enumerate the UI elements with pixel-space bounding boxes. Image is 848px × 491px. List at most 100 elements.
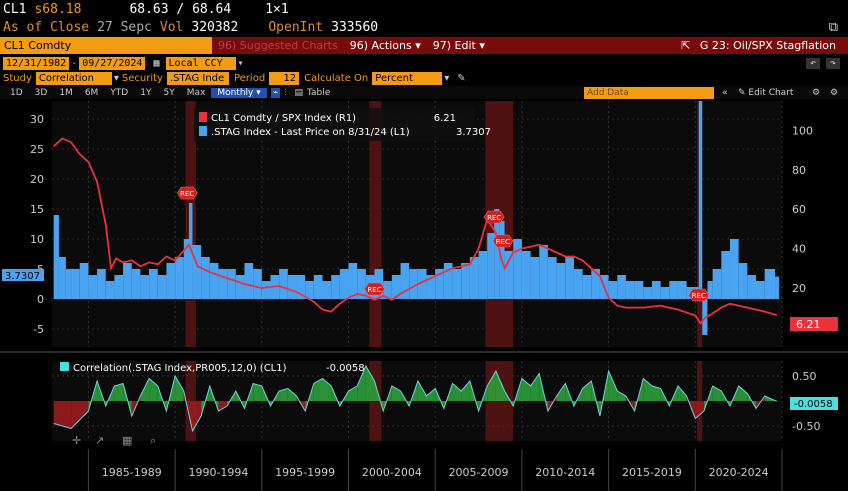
- collapse-icon[interactable]: «: [722, 87, 728, 98]
- stag-bar: [591, 269, 600, 299]
- stag-bar: [166, 263, 176, 299]
- stag-bar: [235, 275, 245, 299]
- right-tick-label: 20: [792, 282, 806, 295]
- stag-bar: [461, 263, 470, 299]
- line-chart-icon[interactable]: ⌁: [270, 87, 281, 98]
- crosshair-icon[interactable]: ✛: [72, 434, 81, 447]
- currency-select[interactable]: Local CCY: [165, 57, 236, 70]
- suggested-charts-button[interactable]: 96) Suggested Charts: [218, 39, 338, 52]
- zoom-icon[interactable]: ⌕: [150, 434, 156, 447]
- corr-area: [149, 378, 158, 401]
- ratio-last-tag: [790, 317, 838, 331]
- corr-area: [608, 371, 618, 401]
- legend-box: [194, 108, 474, 141]
- actions-menu[interactable]: 96) Actions ▾: [349, 39, 421, 52]
- gear-icon[interactable]: ⚙: [830, 87, 839, 98]
- close-date: 27 Sepc: [97, 19, 152, 35]
- security-field[interactable]: CL1 Comdty: [0, 37, 212, 54]
- security-input[interactable]: .STAG Inde: [166, 72, 229, 85]
- x-tick-label: 2020-2024: [709, 466, 769, 479]
- settings-icon[interactable]: ⚙: [812, 87, 821, 98]
- stag-bar: [253, 269, 262, 299]
- table-button[interactable]: Table: [306, 87, 331, 98]
- calc-dropdown-icon[interactable]: ▾: [444, 73, 450, 84]
- stag-bar: [565, 257, 574, 299]
- end-date-input[interactable]: 09/27/2024: [79, 57, 146, 70]
- corr-legend-swatch: [60, 362, 69, 371]
- stag-bar: [775, 276, 780, 299]
- stag-bar: [435, 269, 444, 299]
- corr-area: [721, 391, 730, 406]
- last-price: s68.18: [34, 1, 82, 17]
- corr-area: [617, 391, 626, 401]
- stag-bar: [712, 269, 722, 299]
- stag-bar: [192, 245, 202, 299]
- recession-badge-label: REC: [692, 292, 706, 300]
- edit-menu[interactable]: 97) Edit ▾: [432, 39, 485, 52]
- arrow-icon[interactable]: ↗: [95, 434, 104, 447]
- calc-select[interactable]: Percent: [372, 72, 443, 85]
- stag-bar: [608, 281, 618, 299]
- stag-bar: [348, 263, 358, 299]
- export-icon[interactable]: ⇱: [681, 39, 691, 52]
- stag-bar: [409, 269, 418, 299]
- corr-area: [71, 401, 89, 429]
- legend-ratio-label: CL1 Comdty / SPX Index (R1): [211, 113, 356, 124]
- stag-bar: [582, 275, 592, 299]
- start-date-input[interactable]: 12/31/1982: [3, 57, 70, 70]
- calendar-icon[interactable]: ▦: [153, 58, 160, 69]
- redo-icon[interactable]: ↷: [825, 58, 840, 69]
- recession-badge: REC: [688, 288, 710, 302]
- draw-icon[interactable]: ▦: [122, 434, 132, 447]
- security-label: Security: [121, 73, 163, 84]
- stag-bar: [261, 281, 271, 299]
- left-tick-label: 30: [30, 113, 44, 126]
- tab-1m[interactable]: 1M: [59, 87, 73, 98]
- study-select[interactable]: Correlation: [35, 72, 112, 85]
- corr-area: [582, 381, 592, 401]
- tab-3d[interactable]: 3D: [34, 87, 48, 98]
- recession-badge: REC: [176, 186, 198, 200]
- calc-label: Calculate On: [304, 73, 369, 84]
- tab-5y[interactable]: 5Y: [163, 87, 175, 98]
- corr-area: [426, 388, 436, 401]
- bar-chart-icon[interactable]: ⫶: [284, 87, 287, 98]
- period-tabs: 1D 3D 1M 6M YTD 1Y 5Y Max Monthly ▾ ⌁ ⫶ …: [0, 86, 848, 99]
- quote-header: CL1 s68.18 68.63 / 68.64 1×1: [0, 0, 848, 18]
- tab-1d[interactable]: 1D: [10, 87, 23, 98]
- range-bar: 12/31/1982 - 09/27/2024 ▦ Local CCY ▾ ↶ …: [0, 56, 848, 71]
- tab-max[interactable]: Max: [186, 87, 206, 98]
- stag-bar: [443, 263, 453, 299]
- study-dropdown-icon[interactable]: ▾: [113, 73, 119, 84]
- legend-swatch-ratio: [199, 112, 207, 122]
- stag-bar: [426, 275, 436, 299]
- left-tick-label: 25: [30, 143, 44, 156]
- corr-area: [391, 386, 401, 401]
- corr-line: [53, 364, 778, 433]
- stag-bar: [452, 269, 462, 299]
- edit-chart-button[interactable]: ✎ Edit Chart: [738, 87, 794, 98]
- stag-bar: [131, 269, 141, 299]
- table-icon[interactable]: ▤: [294, 87, 303, 98]
- stag-bar: [573, 269, 583, 299]
- stag-bar: [140, 275, 150, 299]
- corr-tick-label: -0.50: [792, 420, 820, 433]
- tab-ytd[interactable]: YTD: [110, 87, 129, 98]
- frequency-select[interactable]: Monthly ▾: [211, 87, 267, 98]
- corr-area: [677, 386, 687, 401]
- quote-subheader: As of Close 27 Sepc Vol 320382 OpenInt 3…: [0, 18, 848, 36]
- add-data-input[interactable]: Add Data: [584, 86, 714, 99]
- stag-bar: [417, 269, 427, 299]
- x-tick-label: 1995-1999: [275, 466, 335, 479]
- tab-1y[interactable]: 1Y: [140, 87, 152, 98]
- recession-badge-shape: [483, 210, 505, 224]
- stag-bar: [400, 263, 410, 299]
- pen-icon[interactable]: ✎: [457, 73, 466, 84]
- popout-icon[interactable]: ⧉: [828, 19, 838, 35]
- undo-icon[interactable]: ↶: [805, 58, 820, 69]
- study-bar: Study Correlation ▾ Security .STAG Inde …: [0, 71, 848, 86]
- stag-bar: [65, 269, 72, 299]
- tab-6m[interactable]: 6M: [84, 87, 99, 98]
- period-input[interactable]: 12: [269, 72, 300, 85]
- currency-dropdown-icon[interactable]: ▾: [237, 58, 244, 69]
